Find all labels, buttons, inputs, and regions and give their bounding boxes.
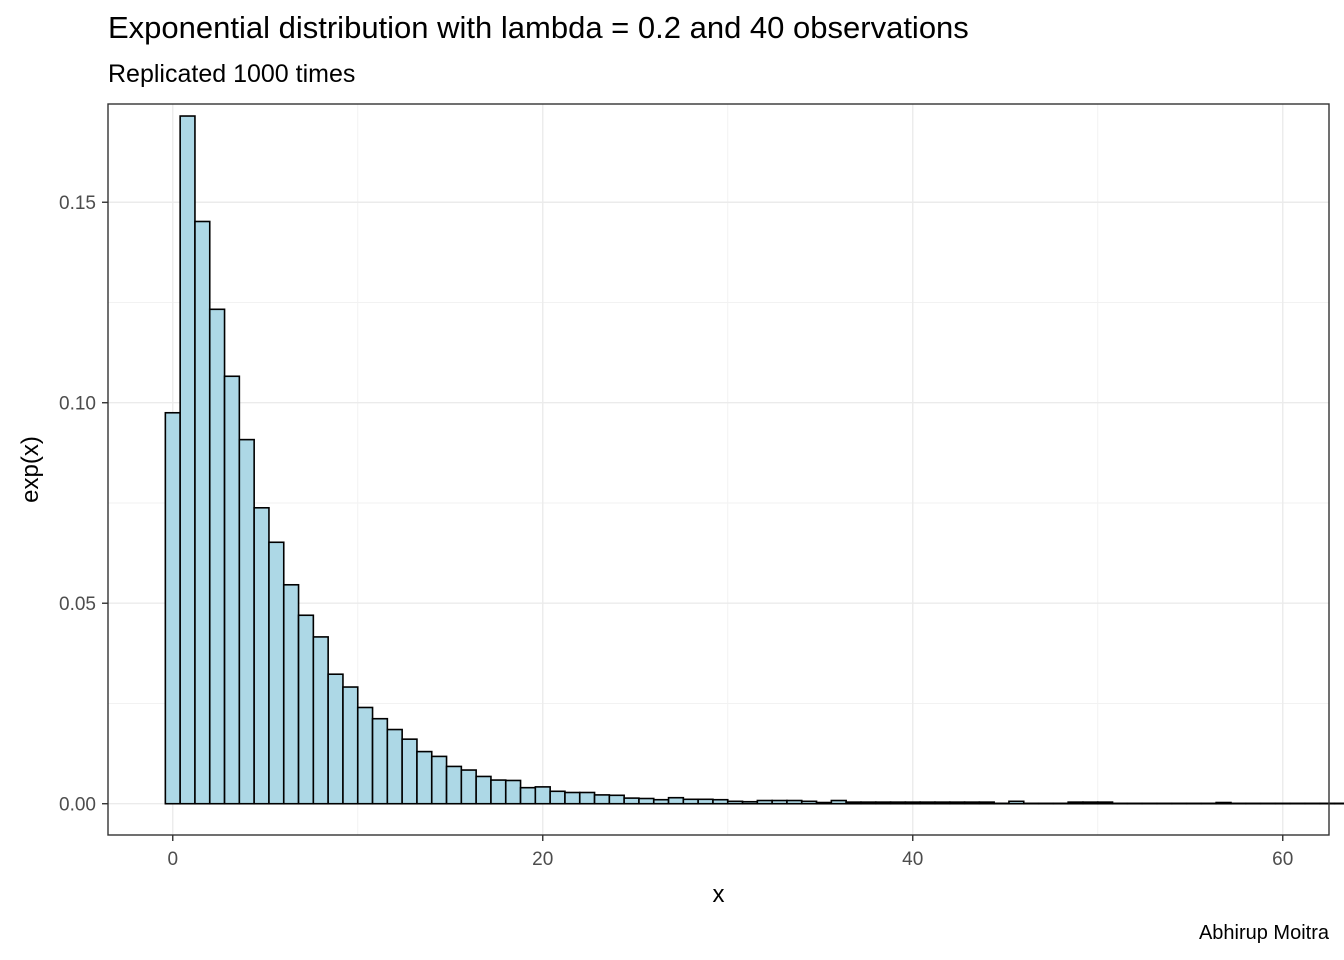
histogram-bar [519,786,537,805]
axis-ticks: 0 20 40 60 0.00 0.05 0.10 0.15 [59,193,1293,870]
histogram-bar [194,220,211,805]
histogram-bar [416,750,433,805]
histogram-bar [934,801,951,805]
y-tick-label: 0.05 [59,594,96,615]
histogram-bar [919,801,936,805]
histogram-bar [963,801,981,805]
histogram-bar [504,779,522,805]
histogram-bar [460,769,477,805]
histogram-bar [475,775,492,805]
y-tick-label: 0.15 [59,193,96,214]
histogram-bar [1096,801,1114,805]
histogram-bar [356,706,374,805]
histogram-bar [282,583,300,805]
histogram-bar [978,801,995,805]
histogram-bar [830,799,847,805]
x-axis-title: x [713,881,725,908]
histogram-bar [430,755,448,805]
histogram-bar [549,790,566,805]
histogram-bar [490,779,507,805]
histogram-bar [534,786,551,805]
histogram-bar [800,800,818,805]
histogram-bar [1008,800,1025,805]
histogram-bar [889,801,907,805]
histogram-bar [652,798,670,805]
histogram-bar [815,801,833,805]
histogram-bar [223,375,241,805]
histogram-bar [874,801,892,805]
x-tick-label: 40 [902,849,923,870]
histogram-bar [860,801,877,805]
histogram-bar [327,673,344,805]
histogram-bar [342,686,359,805]
x-tick-label: 0 [167,849,178,870]
histogram-bar [682,798,699,805]
histogram-bar [371,717,389,805]
histogram-bar [608,794,625,805]
histogram-bar [638,797,655,805]
histogram-bar [401,738,418,805]
histogram-bar [312,636,329,805]
chart-subtitle: Replicated 1000 times [108,60,356,88]
y-tick-label: 0.10 [59,394,96,415]
histogram-bar [164,411,181,805]
x-tick-label: 60 [1272,849,1293,870]
histogram-bar [238,438,255,805]
chart-title: Exponential distribution with lambda = 0… [108,10,969,45]
histogram-bar [593,794,611,805]
histogram-bar [297,614,315,805]
panel-border [107,103,1330,836]
histogram-bar [741,800,759,805]
histogram-bar [1067,801,1084,805]
histogram-bar [904,801,921,805]
histogram-bar [268,541,285,805]
histogram-bar [623,797,640,805]
histogram-bar [208,308,226,805]
histogram-bar [726,800,744,805]
histogram-bars [164,115,1344,805]
histogram-bar [445,765,463,805]
histogram-bar [1082,801,1099,805]
histogram-bar [771,799,788,805]
histogram-bar [712,798,729,805]
histogram-bar [386,728,403,805]
histogram-bar [578,791,596,805]
histogram-bar [697,798,714,805]
histogram-bar [845,801,862,805]
histogram-bar [1215,801,1232,805]
histogram-bar [179,115,196,805]
x-tick-label: 20 [532,849,553,870]
histogram-bar [667,796,685,805]
histogram-bar [253,506,270,805]
y-tick-label: 0.00 [59,795,96,816]
histogram-bar [786,799,803,805]
histogram-bar [756,799,773,805]
y-axis-title: exp(x) [17,436,44,503]
histogram-bar [948,801,966,805]
histogram-bar [564,791,581,805]
chart-caption: Abhirup Moitra [1198,922,1329,944]
